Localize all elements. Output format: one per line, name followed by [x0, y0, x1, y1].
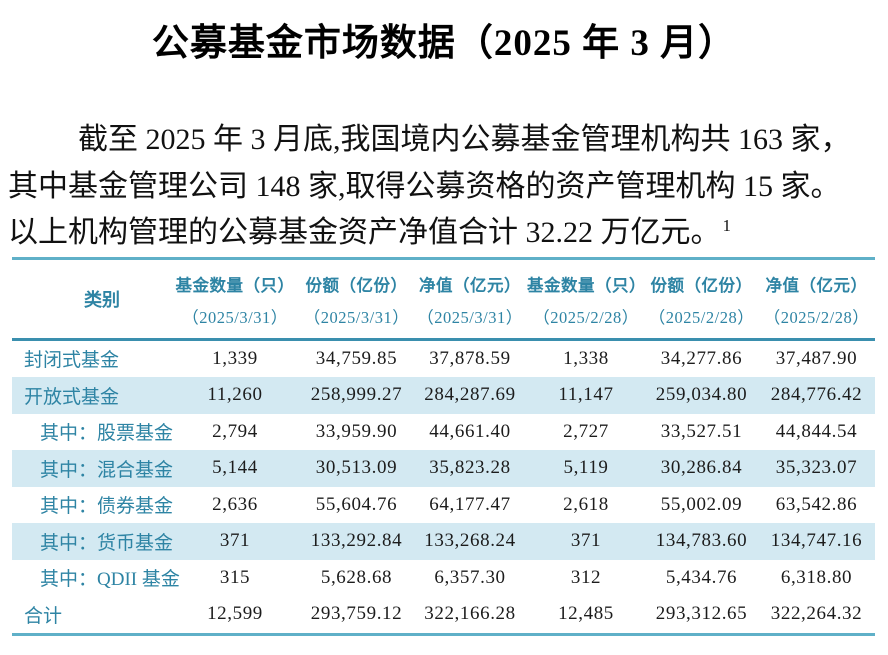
cell-value: 258,999.27	[310, 384, 403, 406]
cell-value: 322,166.28	[424, 603, 516, 625]
row-category: 其中：QDII 基金	[40, 569, 180, 591]
cell-value: 5,434.76	[665, 566, 738, 588]
cell-value: 259,034.80	[655, 384, 748, 406]
page-title: 公募基金市场数据（2025 年 3 月）	[151, 23, 737, 64]
cell-value: 30,286.84	[660, 457, 743, 479]
cell-value: 6,318.80	[780, 566, 853, 588]
cell-value: 30,513.09	[315, 457, 398, 479]
column-header-label: 基金数量（只）	[175, 275, 295, 295]
column-header-label: 净值（亿元）	[419, 275, 521, 295]
cell-value: 64,177.47	[429, 493, 511, 515]
cell-value: 133,292.84	[310, 530, 403, 552]
cell-value: 33,959.90	[315, 420, 398, 442]
table-row: 其中：混合基金 5,144 30,513.09 35,823.28 5,119 30,28…	[12, 450, 875, 487]
cell-value: 37,487.90	[775, 347, 858, 369]
paragraph-line: 截至 2025 年 3 月底,我国境内公募基金管理机构共 163 家，	[8, 117, 878, 164]
column-header-date: （2025/3/31）	[417, 307, 523, 327]
cell-value: 5,119	[563, 457, 609, 479]
cell-value: 284,776.42	[770, 384, 863, 406]
row-category: 其中：混合基金	[40, 459, 174, 481]
paragraph-line: 其中基金管理公司 148 家,取得公募资格的资产管理机构 15 家。	[8, 164, 878, 211]
cell-value: 293,312.65	[655, 603, 748, 625]
column-header: 基金数量（只） （2025/3/31）	[170, 260, 300, 338]
cell-value: 44,844.54	[775, 420, 858, 442]
cell-value: 371	[570, 530, 602, 552]
cell-value: 11,260	[207, 384, 263, 406]
row-category: 其中：股票基金	[40, 423, 174, 445]
fund-data-table: 类别 基金数量（只） （2025/3/31） 份额（亿份） （2025/3/31） 净值…	[12, 256, 875, 636]
cell-value: 34,277.86	[660, 347, 743, 369]
column-header-date: （2025/3/31）	[303, 307, 410, 327]
table-row: 其中：股票基金 2,794 33,959.90 44,661.40 2,727 33,52…	[12, 414, 875, 451]
table-row: 其中：债券基金 2,636 55,604.76 64,177.47 2,618 55,00…	[12, 487, 875, 524]
cell-value: 2,618	[563, 493, 609, 515]
cell-value: 12,599	[207, 603, 263, 625]
column-header-date: （2025/3/31）	[182, 307, 288, 327]
cell-value: 5,628.68	[320, 566, 393, 588]
cell-value: 293,759.12	[310, 603, 403, 625]
cell-value: 322,264.32	[770, 603, 863, 625]
cell-value: 371	[219, 530, 251, 552]
row-category: 合计	[24, 605, 63, 627]
column-header-label: 份额（亿份）	[650, 275, 753, 295]
row-category: 封闭式基金	[24, 350, 120, 372]
paragraph-text: 以上机构管理的公募基金资产净值合计 32.22 万亿元。	[8, 216, 721, 249]
table-header: 类别 基金数量（只） （2025/3/31） 份额（亿份） （2025/3/31） 净值…	[12, 260, 875, 341]
column-header-date: （2025/2/28）	[533, 307, 639, 327]
cell-value: 55,002.09	[660, 493, 743, 515]
column-header: 基金数量（只） （2025/2/28）	[527, 260, 646, 338]
cell-value: 11,147	[558, 384, 614, 406]
cell-value: 35,323.07	[775, 457, 858, 479]
column-header: 份额（亿份） （2025/2/28）	[645, 260, 758, 338]
cell-value: 33,527.51	[660, 420, 743, 442]
table-row: 封闭式基金 1,339 34,759.85 37,878.59 1,338 34,277.…	[12, 341, 875, 378]
cell-value: 55,604.76	[315, 493, 398, 515]
cell-value: 2,727	[563, 420, 609, 442]
column-header: 份额（亿份） （2025/3/31）	[300, 260, 413, 338]
row-category: 开放式基金	[24, 386, 120, 408]
table-row: 其中：QDII 基金 315 5,628.68 6,357.30 312 5,434.76…	[12, 560, 875, 597]
column-header: 净值（亿元） （2025/3/31）	[413, 260, 527, 338]
cell-value: 2,794	[212, 420, 258, 442]
intro-paragraph: 截至 2025 年 3 月底,我国境内公募基金管理机构共 163 家， 其中基金…	[8, 117, 878, 257]
cell-value: 5,144	[212, 457, 258, 479]
cell-value: 6,357.30	[434, 566, 506, 588]
cell-value: 315	[219, 566, 251, 588]
column-header-date: （2025/2/28）	[763, 307, 870, 327]
table-row: 合计 12,599 293,759.12 322,166.28 12,485 293,31…	[12, 596, 875, 633]
cell-value: 2,636	[212, 493, 258, 515]
cell-value: 1,338	[563, 347, 609, 369]
cell-value: 63,542.86	[775, 493, 858, 515]
footnote-marker: 1	[722, 216, 732, 235]
cell-value: 312	[570, 566, 602, 588]
paragraph-line: 以上机构管理的公募基金资产净值合计 32.22 万亿元。 1	[8, 210, 878, 257]
column-header: 净值（亿元） （2025/2/28）	[758, 260, 875, 338]
column-header-label: 基金数量（只）	[527, 275, 646, 295]
cell-value: 35,823.28	[429, 457, 511, 479]
table-row: 其中：货币基金 371 133,292.84 133,268.24 371 134,783…	[12, 523, 875, 560]
row-category: 其中：货币基金	[40, 532, 174, 554]
cell-value: 134,783.60	[655, 530, 748, 552]
cell-value: 134,747.16	[770, 530, 863, 552]
cell-value: 37,878.59	[429, 347, 511, 369]
cell-value: 34,759.85	[315, 347, 398, 369]
cell-value: 1,339	[212, 347, 258, 369]
paragraph-text: 其中基金管理公司 148 家,取得公募资格的资产管理机构 15 家。	[8, 169, 841, 203]
row-category: 其中：债券基金	[40, 496, 174, 518]
column-header-date: （2025/2/28）	[648, 307, 755, 327]
cell-value: 284,287.69	[424, 384, 516, 406]
cell-value: 12,485	[558, 603, 614, 625]
cell-value: 133,268.24	[424, 530, 516, 552]
column-header-label: 份额（亿份）	[305, 275, 408, 295]
paragraph-text: 截至 2025 年 3 月底,我国境内公募基金管理机构共 163 家，	[78, 123, 851, 156]
table-row: 开放式基金 11,260 258,999.27 284,287.69 11,147 259…	[12, 377, 875, 414]
cell-value: 44,661.40	[429, 420, 511, 442]
column-header-label: 净值（亿元）	[765, 275, 868, 295]
column-header-category: 类别	[84, 289, 120, 310]
table-body: 封闭式基金 1,339 34,759.85 37,878.59 1,338 34,277.…	[12, 341, 875, 633]
